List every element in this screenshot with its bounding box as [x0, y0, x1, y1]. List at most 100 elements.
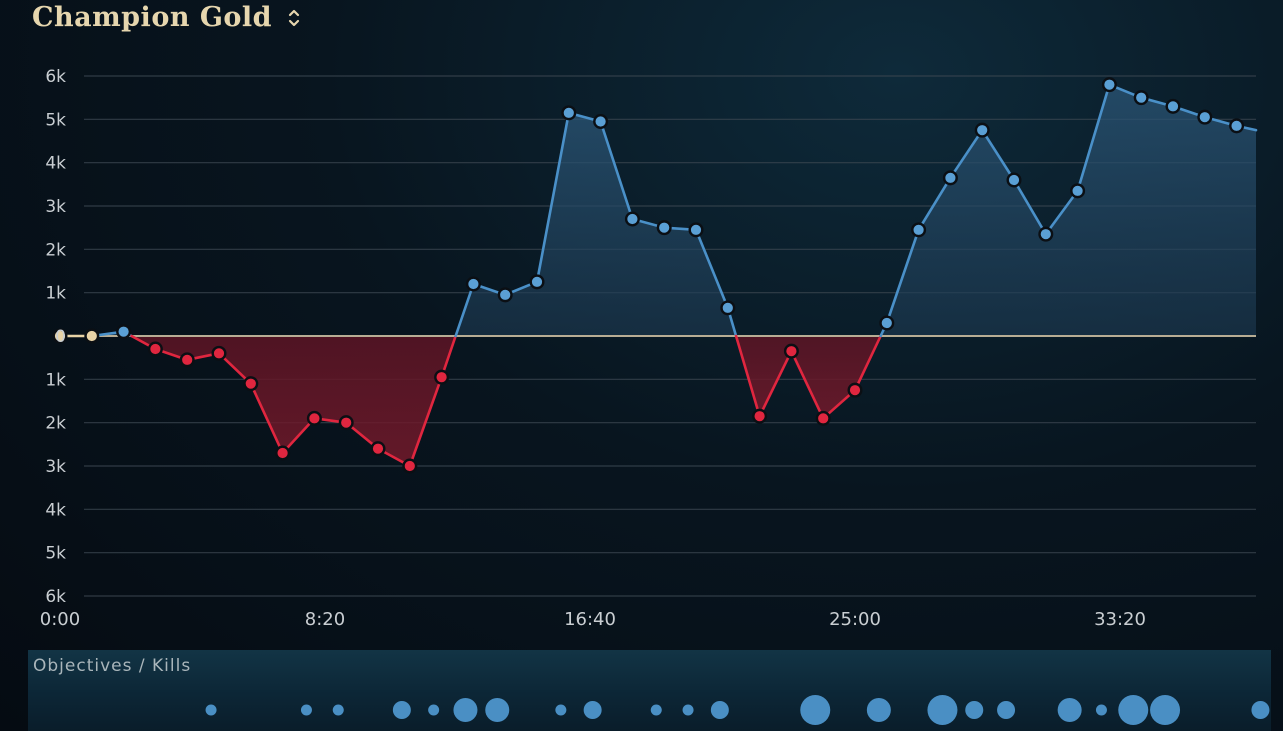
data-point	[402, 458, 418, 474]
data-point	[529, 274, 545, 290]
x-tick-label: 16:40	[564, 609, 616, 630]
data-point	[116, 324, 132, 340]
data-point	[911, 222, 927, 238]
data-point	[1006, 172, 1022, 188]
data-point	[275, 445, 291, 461]
data-point	[815, 410, 831, 426]
series-segment	[1012, 178, 1048, 236]
series-segment	[454, 282, 475, 338]
series-segment	[790, 349, 825, 420]
objective-marker	[300, 704, 312, 716]
data-point	[1133, 90, 1149, 106]
x-tick-label: 25:00	[829, 609, 881, 630]
data-point	[656, 220, 672, 236]
objective-marker	[205, 704, 217, 716]
data-point	[1101, 77, 1117, 93]
data-point	[52, 328, 68, 344]
x-tick-label: 8:20	[305, 609, 345, 630]
objective-marker	[866, 698, 891, 722]
data-point	[1229, 118, 1245, 134]
objectives-panel: Objectives / Kills	[28, 650, 1271, 731]
data-point	[624, 211, 640, 227]
series-segment	[980, 128, 1016, 182]
series-segment	[734, 334, 761, 418]
data-point	[465, 276, 481, 292]
y-tick-labels: 6k 5k 4k 3k 2k 1k 0 1k 2k 3k 4k 5k 6k	[45, 67, 66, 607]
y-tick-label: 4k	[45, 154, 66, 174]
y-tick-label: 0	[55, 327, 66, 347]
data-point	[1165, 98, 1181, 114]
series-segment	[535, 111, 571, 284]
objectives-track	[205, 695, 1270, 725]
area-fills	[91, 84, 1256, 466]
data-point	[783, 343, 799, 359]
positive-area	[455, 112, 737, 336]
data-point	[752, 408, 768, 424]
objective-marker	[800, 695, 831, 725]
negative-area	[131, 336, 456, 466]
positive-area	[880, 84, 1256, 336]
objective-marker	[710, 701, 729, 719]
data-points	[52, 77, 1245, 474]
data-point	[370, 441, 386, 457]
series-segment	[758, 349, 793, 418]
data-point	[434, 369, 450, 385]
objective-marker	[682, 704, 694, 716]
x-tick-label: 0:00	[40, 609, 80, 630]
data-point	[338, 415, 354, 431]
y-tick-label: 3k	[45, 457, 66, 477]
data-point	[497, 287, 513, 303]
chart-title: Champion Gold	[32, 2, 273, 33]
series-segment	[249, 382, 284, 455]
x-tick-label: 33:20	[1094, 609, 1146, 630]
data-point	[1197, 109, 1213, 125]
data-point	[847, 382, 863, 398]
objective-marker	[650, 704, 662, 716]
y-tick-label: 2k	[45, 414, 66, 434]
data-point	[1038, 226, 1054, 242]
data-point	[243, 376, 259, 392]
objective-marker	[1095, 704, 1107, 716]
data-point	[561, 105, 577, 121]
objective-marker	[332, 704, 344, 716]
data-point	[179, 352, 195, 368]
y-tick-label: 3k	[45, 197, 66, 217]
series-segment	[694, 228, 730, 310]
objective-marker	[927, 695, 958, 725]
objective-marker	[555, 704, 567, 716]
y-tick-label: 1k	[45, 370, 66, 390]
y-tick-label: 1k	[45, 284, 66, 304]
objectives-title: Objectives / Kills	[33, 656, 192, 676]
y-tick-label: 2k	[45, 240, 66, 260]
series-segment	[885, 228, 920, 325]
data-point	[720, 300, 736, 316]
data-point	[942, 170, 958, 186]
data-point	[879, 315, 895, 331]
data-point	[306, 410, 322, 426]
objective-marker	[583, 701, 602, 719]
objective-marker	[1057, 698, 1082, 722]
data-point	[84, 328, 100, 344]
y-tick-label: 5k	[45, 544, 66, 564]
series-segment	[408, 375, 443, 468]
series-segment	[1044, 189, 1079, 236]
y-tick-label: 5k	[45, 110, 66, 130]
series-segment	[949, 128, 984, 180]
data-point	[1070, 183, 1086, 199]
data-point	[688, 222, 704, 238]
y-tick-label: 6k	[45, 587, 66, 607]
objective-marker	[453, 698, 478, 722]
series-segment	[853, 334, 882, 392]
series-segment	[599, 120, 634, 221]
data-point	[147, 341, 163, 357]
objective-marker	[428, 704, 440, 716]
x-tick-labels: 0:00 8:20 16:40 25:00 33:20	[40, 609, 1146, 630]
data-point	[974, 122, 990, 138]
series-segment	[1076, 83, 1111, 193]
gold-chart: 6k 5k 4k 3k 2k 1k 0 1k 2k 3k 4k 5k 6k 0:00 8:20 16:40 2…	[40, 67, 1258, 630]
data-point	[211, 345, 227, 361]
objective-marker	[1150, 695, 1181, 725]
sort-chevrons-icon[interactable]	[286, 5, 302, 31]
series-segment	[281, 417, 316, 455]
objective-marker	[965, 701, 984, 719]
